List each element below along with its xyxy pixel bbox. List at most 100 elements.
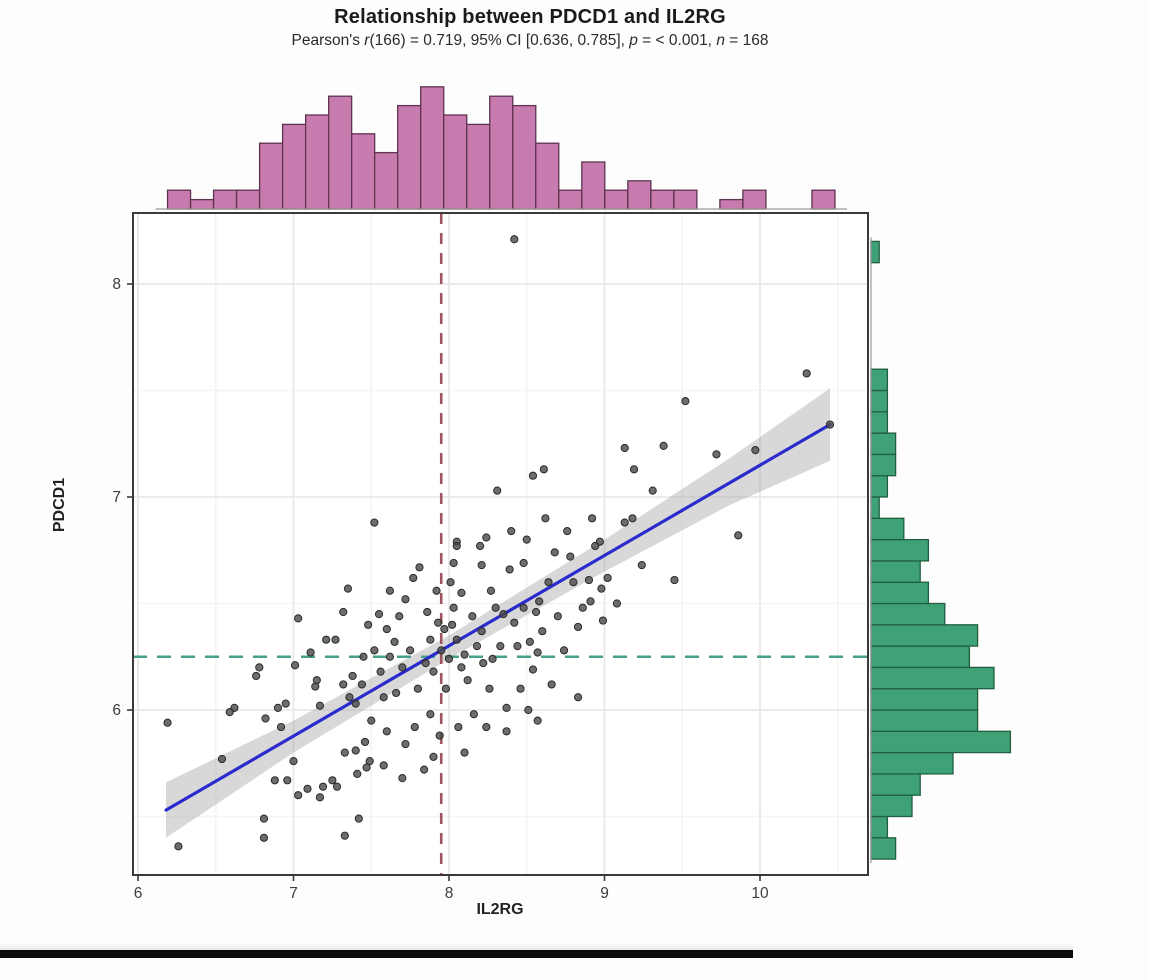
- scatter-point: [531, 607, 541, 617]
- scatter-point: [502, 703, 511, 712]
- scatter-point: [578, 603, 587, 612]
- scatter-point: [259, 833, 269, 842]
- scatter-point: [550, 548, 559, 557]
- scatter-point: [359, 652, 368, 661]
- scatter-point: [294, 791, 303, 800]
- top-histogram-bar: [604, 189, 629, 210]
- scatter-point: [452, 635, 461, 644]
- right-histogram-bar: [870, 837, 897, 860]
- scatter-point: [533, 648, 542, 657]
- right-histogram-bar: [870, 411, 889, 434]
- top-histogram-bar: [420, 86, 445, 210]
- scatter-point: [573, 622, 583, 632]
- scatter-point: [569, 578, 578, 587]
- scatter-point: [401, 739, 410, 749]
- scatter-point: [505, 565, 514, 574]
- scatter-point: [449, 603, 458, 612]
- scatter-point: [507, 526, 516, 536]
- scatter-point: [345, 693, 354, 702]
- scatter-point: [385, 586, 395, 595]
- scatter-point: [340, 748, 349, 757]
- right-histogram-bar: [870, 560, 921, 583]
- right-histogram-bar: [870, 538, 930, 562]
- confidence-band: [165, 388, 830, 838]
- scatter-point: [429, 667, 438, 676]
- top-histogram-bar: [466, 123, 491, 210]
- scatter-point: [477, 561, 486, 570]
- right-histogram-bar: [870, 581, 930, 605]
- top-histogram-bar: [397, 104, 422, 210]
- scatter-point: [374, 610, 384, 619]
- scatter-point: [252, 671, 261, 681]
- scatter-point: [499, 610, 508, 619]
- scatter-point: [392, 688, 401, 698]
- top-histogram-bar: [374, 151, 399, 210]
- scatter-point: [519, 603, 528, 612]
- scatter-point: [385, 652, 395, 661]
- x-tick-label: 8: [445, 885, 454, 902]
- scatter-point: [432, 586, 441, 595]
- scatter-point: [163, 718, 172, 727]
- top-histogram-bar: [742, 189, 767, 210]
- chart-subtitle: Pearson's r(166) = 0.719, 95% CI [0.636,…: [130, 32, 930, 50]
- scatter-point: [401, 595, 410, 604]
- scatter-point: [339, 680, 348, 689]
- top-histogram-bar: [719, 198, 744, 210]
- right-histogram-bar: [870, 432, 897, 456]
- top-histogram-bar: [327, 95, 353, 210]
- top-histogram-bar: [166, 189, 192, 210]
- scatter-point: [463, 676, 472, 685]
- scatter-point: [410, 722, 419, 732]
- scatter-point: [362, 763, 371, 772]
- scatter-point: [259, 814, 269, 823]
- x-tick-label: 10: [751, 885, 769, 902]
- scatter-point: [370, 518, 379, 527]
- scatter-point: [452, 541, 461, 551]
- scatter-point: [488, 654, 497, 663]
- right-histogram-bar: [870, 624, 979, 647]
- right-histogram-bar: [870, 389, 889, 413]
- scatter-point: [519, 558, 528, 568]
- scatter-point: [460, 650, 469, 659]
- scatter-point: [563, 526, 572, 536]
- scatter-point: [376, 667, 385, 676]
- top-histogram-bar: [512, 104, 537, 210]
- scatter-point: [802, 369, 811, 378]
- top-histogram-bar: [258, 142, 284, 210]
- scatter-point: [486, 586, 496, 595]
- top-histogram-bar: [189, 198, 215, 210]
- y-tick-label: 8: [112, 276, 121, 293]
- top-histogram-bar: [650, 189, 675, 210]
- panel-border: [132, 212, 869, 876]
- scatter-point: [444, 654, 454, 663]
- scatter-point: [435, 731, 444, 740]
- scatter-point: [351, 746, 360, 755]
- right-histogram-bar: [870, 645, 971, 669]
- top-histogram-bar: [627, 180, 652, 210]
- scatter-point: [440, 624, 449, 634]
- right-histogram-bar: [870, 773, 921, 796]
- scatter-point: [659, 441, 668, 450]
- scatter-point: [469, 710, 478, 719]
- scatter-point: [825, 420, 835, 429]
- scatter-point: [629, 465, 639, 474]
- scatter-point: [493, 486, 502, 495]
- x-tick-label: 9: [600, 885, 609, 902]
- right-histogram-bar: [870, 602, 946, 626]
- scatter-point: [398, 774, 407, 783]
- right-histogram-bar: [870, 709, 979, 732]
- right-histogram-bar: [870, 517, 905, 541]
- chart-title: Relationship between PDCD1 and IL2RG: [334, 6, 726, 28]
- subtitle-text-mid2: = < 0.001,: [637, 32, 717, 49]
- scatter-point: [516, 684, 525, 693]
- scatter-point: [712, 450, 721, 459]
- scatter-point: [343, 584, 353, 593]
- scatter-point: [457, 663, 466, 672]
- subtitle-p-symbol: p: [629, 32, 638, 49]
- scatter-point: [339, 607, 348, 617]
- scatter-point: [382, 727, 391, 736]
- scatter-point: [485, 684, 494, 693]
- x-tick-label: 6: [134, 885, 143, 902]
- scatter-point: [225, 708, 234, 717]
- scatter-point: [734, 531, 743, 540]
